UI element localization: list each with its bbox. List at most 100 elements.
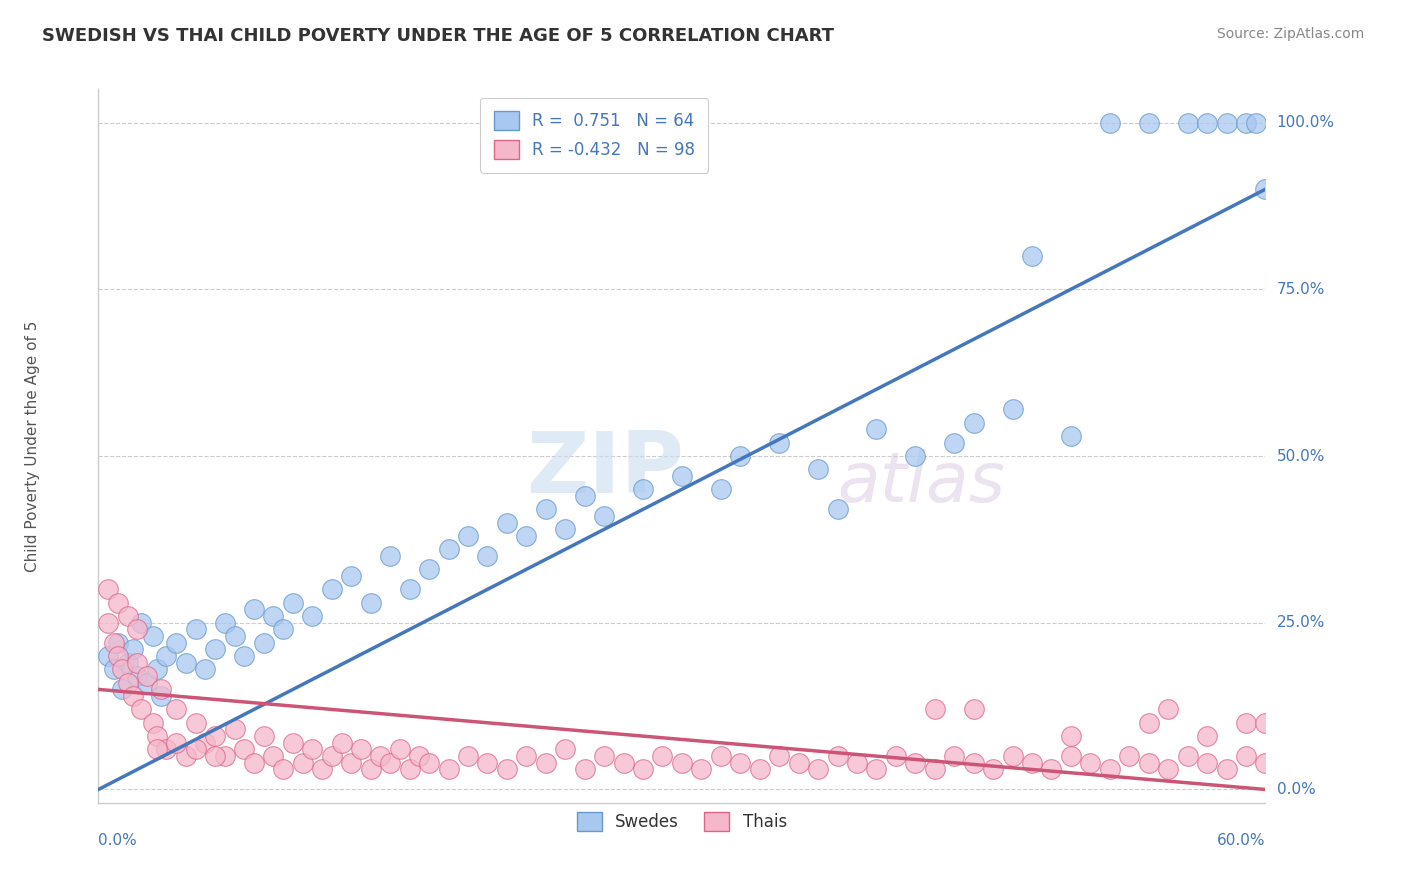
Point: [690, 763, 713, 777]
Point: [243, 756, 266, 770]
Point: [129, 615, 152, 630]
Point: [398, 582, 420, 597]
Point: [253, 729, 276, 743]
Point: [149, 682, 172, 697]
Point: [1195, 756, 1218, 770]
Point: [631, 483, 654, 497]
Point: [136, 675, 159, 690]
Point: [136, 669, 159, 683]
Point: [281, 596, 304, 610]
Point: [370, 749, 392, 764]
Point: [174, 749, 197, 764]
Point: [1234, 115, 1257, 129]
Point: [1040, 763, 1063, 777]
Point: [515, 749, 537, 764]
Point: [437, 763, 460, 777]
Point: [496, 763, 519, 777]
Point: [1195, 115, 1218, 129]
Point: [671, 756, 693, 770]
Point: [1234, 715, 1257, 730]
Point: [122, 642, 145, 657]
Text: 0.0%: 0.0%: [98, 833, 138, 848]
Point: [593, 509, 616, 524]
Point: [149, 689, 172, 703]
Point: [534, 756, 557, 770]
Point: [155, 649, 177, 664]
Point: [146, 729, 169, 743]
Point: [301, 609, 323, 624]
Point: [1177, 749, 1199, 764]
Point: [214, 749, 236, 764]
Point: [943, 749, 966, 764]
Point: [281, 736, 304, 750]
Point: [748, 763, 770, 777]
Point: [730, 449, 752, 463]
Point: [1157, 763, 1180, 777]
Point: [127, 623, 149, 637]
Point: [165, 736, 187, 750]
Point: [554, 522, 576, 536]
Point: [515, 529, 537, 543]
Point: [127, 669, 149, 683]
Point: [1060, 729, 1083, 743]
Point: [768, 435, 790, 450]
Point: [330, 736, 353, 750]
Point: [1080, 756, 1102, 770]
Point: [1098, 115, 1121, 129]
Point: [631, 763, 654, 777]
Point: [311, 763, 333, 777]
Point: [1137, 756, 1160, 770]
Point: [184, 715, 207, 730]
Point: [388, 742, 411, 756]
Point: [710, 749, 733, 764]
Point: [477, 549, 499, 563]
Point: [1215, 763, 1237, 777]
Point: [107, 649, 129, 664]
Point: [924, 763, 946, 777]
Point: [117, 656, 139, 670]
Point: [165, 702, 187, 716]
Point: [127, 656, 149, 670]
Point: [233, 742, 256, 756]
Point: [142, 629, 165, 643]
Point: [730, 756, 752, 770]
Point: [111, 662, 134, 676]
Point: [398, 763, 420, 777]
Point: [214, 615, 236, 630]
Point: [827, 749, 849, 764]
Point: [768, 749, 790, 764]
Text: Source: ZipAtlas.com: Source: ZipAtlas.com: [1216, 27, 1364, 41]
Point: [340, 569, 363, 583]
Text: 25.0%: 25.0%: [1277, 615, 1324, 631]
Point: [103, 636, 125, 650]
Point: [204, 749, 226, 764]
Point: [612, 756, 634, 770]
Point: [243, 602, 266, 616]
Text: atlas: atlas: [838, 450, 1005, 516]
Point: [271, 763, 294, 777]
Point: [1215, 115, 1237, 129]
Point: [204, 642, 226, 657]
Point: [884, 749, 907, 764]
Point: [360, 596, 382, 610]
Point: [165, 636, 187, 650]
Point: [534, 502, 557, 516]
Point: [122, 689, 145, 703]
Point: [380, 756, 402, 770]
Point: [184, 623, 207, 637]
Point: [418, 756, 440, 770]
Legend: Swedes, Thais: Swedes, Thais: [564, 798, 800, 845]
Point: [1254, 182, 1277, 196]
Point: [710, 483, 733, 497]
Point: [117, 675, 139, 690]
Point: [457, 529, 479, 543]
Text: 60.0%: 60.0%: [1218, 833, 1265, 848]
Point: [224, 723, 246, 737]
Point: [155, 742, 177, 756]
Point: [107, 596, 129, 610]
Point: [554, 742, 576, 756]
Point: [787, 756, 810, 770]
Point: [1001, 402, 1024, 417]
Point: [962, 416, 984, 430]
Point: [1021, 249, 1043, 263]
